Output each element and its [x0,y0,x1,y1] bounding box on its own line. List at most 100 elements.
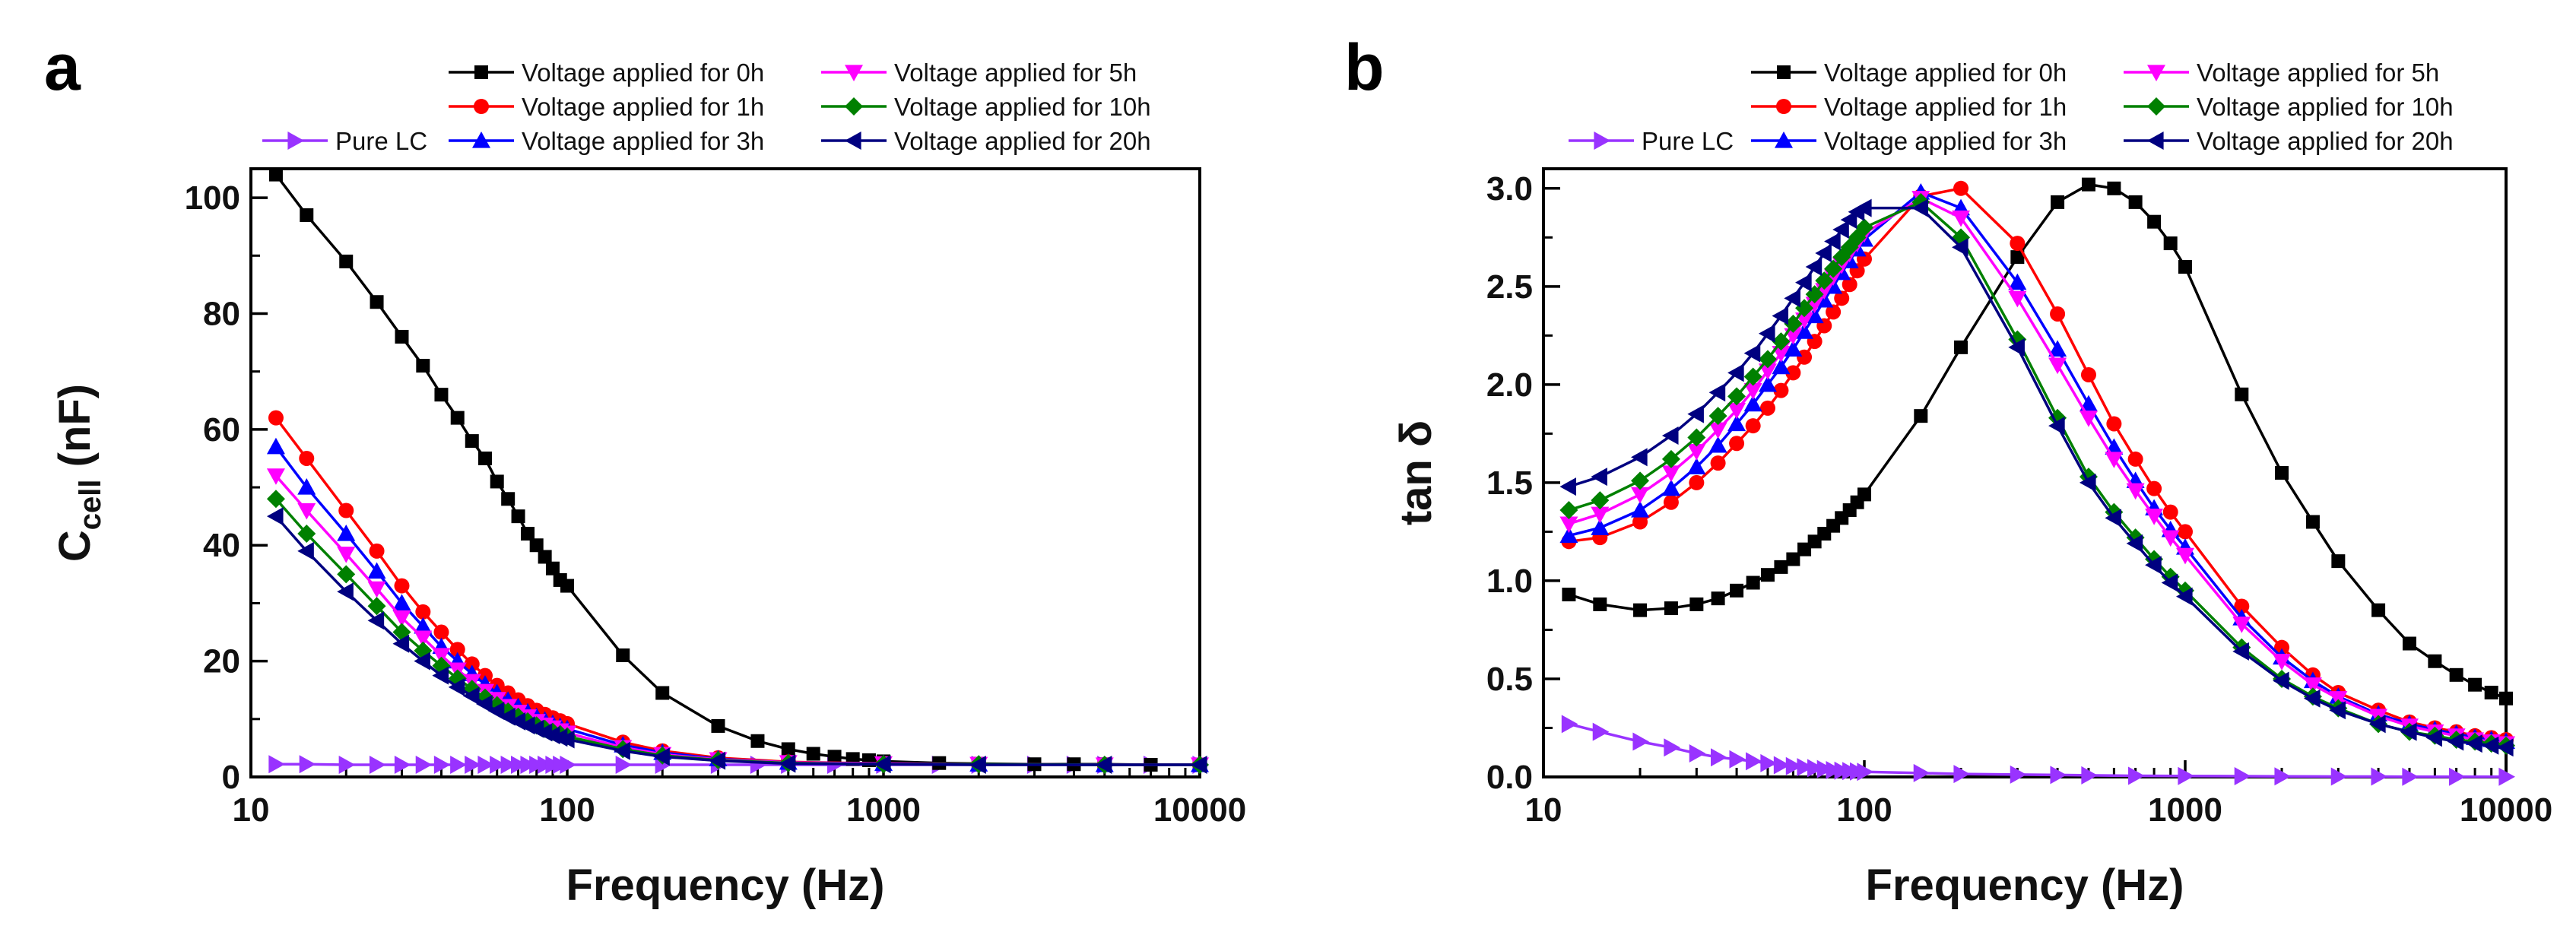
legend-item: Voltage applied for 20h [2124,127,2454,155]
series-line [1568,182,2507,700]
panel-b: b 10 100 1000 10000 0.0 0.5 1.0 1.5 2.0 2.5 3.0 Freq… [1344,31,2552,910]
data-point [1729,436,1745,452]
data-point [2330,767,2348,786]
data-point [2146,480,2162,496]
panel-letter: a [44,31,81,104]
data-point [1758,350,1777,369]
data-point [1815,243,1832,262]
data-point [268,755,285,774]
series-voltage-applied-for-0h [1562,177,2513,705]
data-point [1758,324,1775,343]
data-point [266,490,285,509]
legend-item: Voltage applied for 10h [821,93,1151,121]
data-point [2147,214,2162,229]
data-point [2161,573,2178,592]
data-point [475,695,493,713]
data-point [2048,417,2065,436]
data-point [1913,763,1930,782]
legend-marker [1776,99,1791,114]
data-point [2371,603,2386,617]
data-point [449,642,465,658]
data-point [2050,306,2066,322]
legend-marker [2147,65,2165,81]
data-point [1687,444,1706,461]
data-point [338,503,354,518]
data-point [1832,220,1849,239]
series-line [274,173,1200,766]
data-point [653,747,670,766]
data-point [1815,271,1834,290]
data-point [432,666,449,685]
legend-item: Voltage applied for 0h [1751,59,2067,87]
data-point [392,594,411,611]
data-point [1687,404,1704,423]
data-point [511,509,525,524]
data-point [1911,198,1928,217]
series-voltage-applied-for-5h [266,468,1209,774]
data-point [415,604,431,620]
data-point [339,254,354,268]
data-point [1730,583,1744,598]
data-point [1857,763,1873,782]
legend-item: Voltage applied for 5h [821,59,1137,87]
data-point [1708,383,1726,402]
data-point [2273,671,2289,690]
data-point [1772,345,1791,363]
y-tick-label: 100 [185,179,240,217]
data-point [2126,483,2145,500]
data-point [1661,465,1680,482]
data-point [1797,758,1814,777]
series-line [1569,187,2507,741]
data-point [1743,367,1762,386]
data-point [1760,568,1775,582]
data-point [2008,273,2027,290]
data-point [1952,210,1971,227]
legend-marker [1594,132,1610,150]
data-point [2145,556,2162,575]
data-point [2499,691,2513,705]
legend-marker [845,65,863,81]
data-point [1807,759,1824,778]
data-point [2010,250,2025,265]
data-point [433,624,449,640]
legend-label: Voltage applied for 3h [1824,127,2067,155]
data-point [2402,636,2416,651]
data-point [616,648,630,662]
data-point [450,411,465,425]
data-point [529,538,544,553]
data-point [392,610,411,627]
data-point [1191,756,1207,774]
legend-marker [2147,132,2164,150]
legend-marker [287,132,304,150]
data-point [1632,514,1648,530]
series-line [1568,196,2507,745]
data-point [299,450,315,466]
y-tick-label: 3.0 [1486,170,1533,208]
data-point [2498,767,2515,786]
data-point [367,611,385,630]
legend-label: Voltage applied for 1h [522,93,764,121]
data-point [1631,448,1648,467]
data-point [709,751,726,770]
data-point [510,756,528,774]
x-tick-label: 10000 [1153,791,1246,829]
data-point [2400,722,2417,741]
data-point [711,718,725,733]
data-point [2126,534,2143,553]
legend-marker [1777,65,1791,79]
data-point [1953,765,1971,784]
data-point [2079,395,2098,412]
data-point [2466,734,2482,753]
data-point [1797,542,1812,556]
legend-item: Pure LC [1569,127,1734,155]
data-point [2468,677,2482,692]
data-point [462,686,480,705]
series-voltage-applied-for-1h [1561,180,2514,747]
legend-label: Voltage applied for 0h [1824,59,2067,87]
data-point [655,686,670,700]
data-point [432,648,451,664]
data-point [529,756,546,774]
legend-marker [2147,97,2165,116]
legend-item: Voltage applied for 3h [449,127,764,155]
data-point [433,756,451,774]
